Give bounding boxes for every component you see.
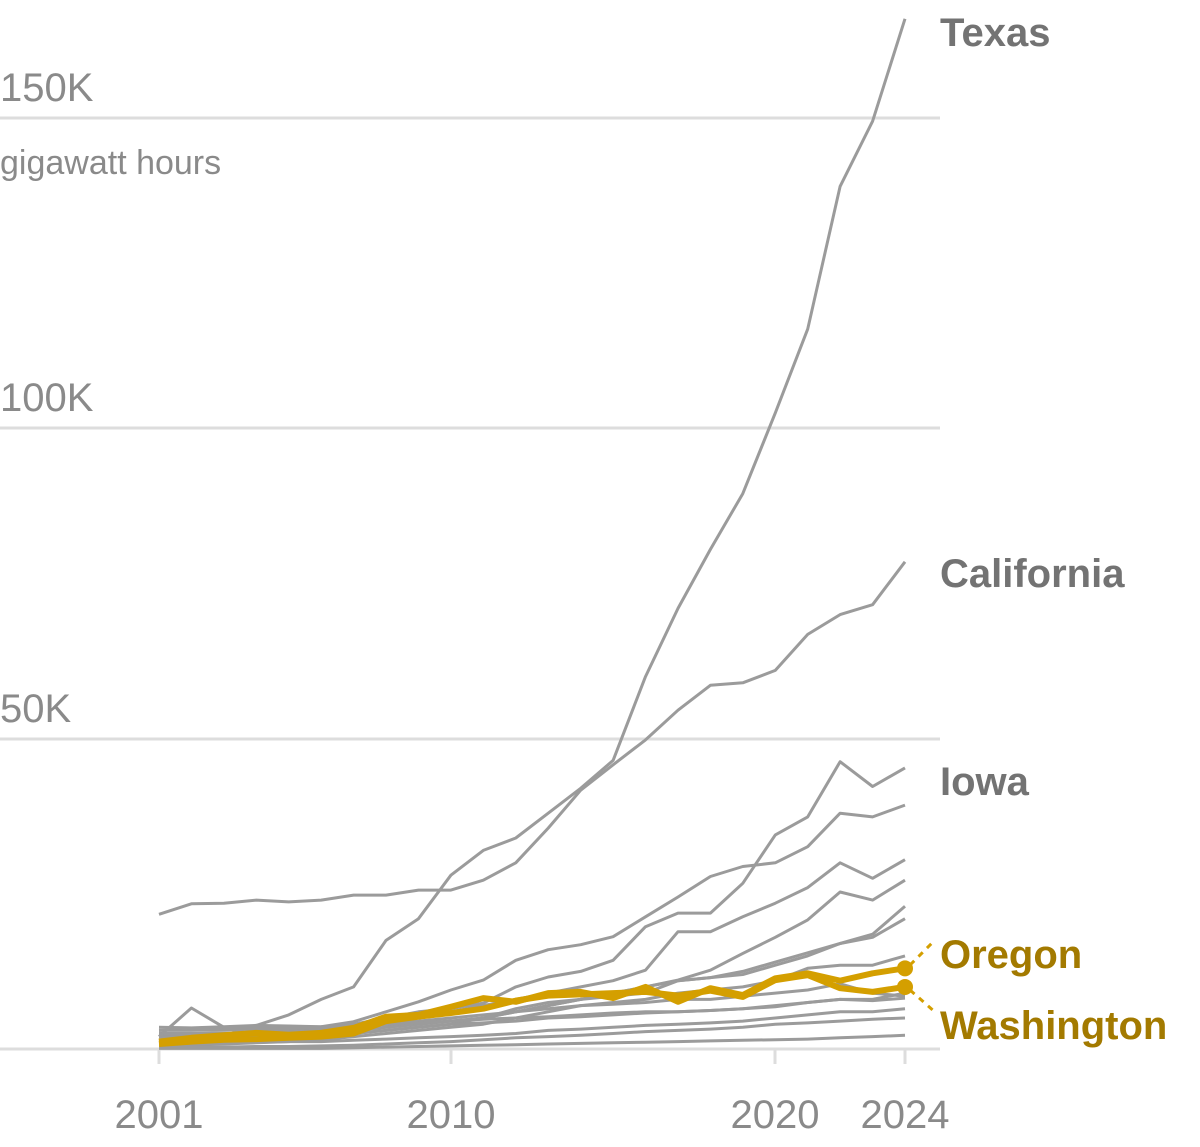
series-label-california: California: [940, 552, 1125, 596]
series-line-california: [158, 560, 907, 916]
series-line-state-11: [159, 1033, 906, 1050]
x-axis: 2001 2010 2020 2024: [115, 1049, 950, 1137]
series-line-texas: [158, 18, 907, 1042]
x-tick-label-2024: 2024: [861, 1093, 950, 1137]
series-lines: [158, 18, 913, 1050]
series-line-oregon: [158, 965, 906, 1045]
oregon-connector: [908, 938, 937, 967]
y-axis-unit-label: gigawatt hours: [0, 144, 221, 182]
x-tick-label-2010: 2010: [407, 1093, 496, 1137]
series-line-iowa: [158, 760, 906, 1038]
series-label-oregon: Oregon: [940, 933, 1082, 977]
washington-connector: [909, 988, 936, 1014]
endpoint-dot-washington: [897, 978, 913, 995]
series-label-washington: Washington: [940, 1004, 1167, 1048]
gridlines: [0, 116, 940, 1051]
y-tick-label-150k: 150K: [0, 66, 94, 110]
series-label-texas: Texas: [940, 11, 1050, 55]
endpoint-dot-oregon: [897, 960, 913, 977]
series-line-state-9: [159, 1007, 906, 1045]
x-tick-label-2020: 2020: [731, 1093, 820, 1137]
y-tick-label-50k: 50K: [0, 687, 71, 731]
series-line-state-10: [159, 1016, 906, 1049]
series-label-iowa: Iowa: [940, 760, 1030, 804]
y-tick-label-100k: 100K: [0, 376, 94, 420]
x-tick-label-2001: 2001: [115, 1093, 204, 1137]
